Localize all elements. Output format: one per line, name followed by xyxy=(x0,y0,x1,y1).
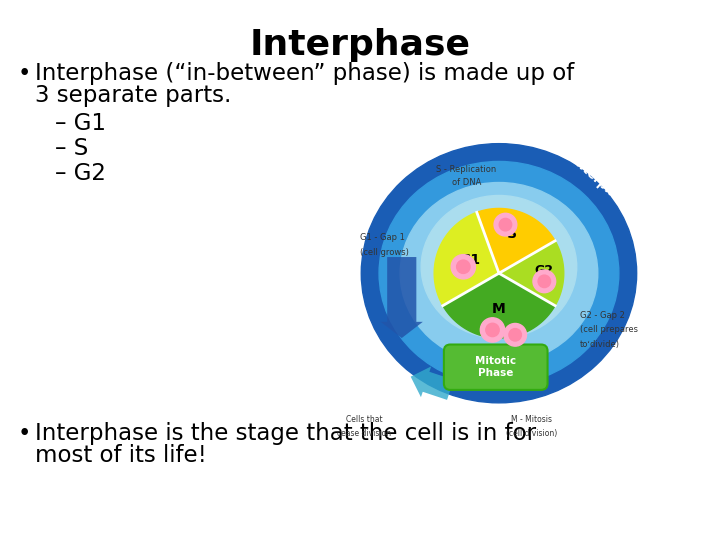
Text: Cells that: Cells that xyxy=(346,415,383,423)
Circle shape xyxy=(533,270,556,293)
Text: – G1: – G1 xyxy=(55,112,106,135)
Text: G1: G1 xyxy=(459,253,480,267)
Ellipse shape xyxy=(400,183,598,364)
Circle shape xyxy=(509,328,521,341)
Text: G2 - Gap 2: G2 - Gap 2 xyxy=(580,311,625,320)
Text: (cell prepares: (cell prepares xyxy=(580,326,638,334)
Text: 3 separate parts.: 3 separate parts. xyxy=(35,84,231,107)
Polygon shape xyxy=(499,241,564,306)
Circle shape xyxy=(504,323,526,346)
FancyBboxPatch shape xyxy=(444,345,547,390)
Ellipse shape xyxy=(379,161,618,385)
FancyArrow shape xyxy=(381,257,423,338)
Text: – S: – S xyxy=(55,137,89,160)
Text: •: • xyxy=(18,422,32,445)
Text: Mitotic
Phase: Mitotic Phase xyxy=(475,356,516,378)
Polygon shape xyxy=(434,212,499,306)
Text: most of its life!: most of its life! xyxy=(35,444,207,467)
Text: S: S xyxy=(507,227,517,241)
Circle shape xyxy=(494,213,517,236)
Circle shape xyxy=(456,260,470,273)
Text: of DNA: of DNA xyxy=(452,178,481,187)
Text: – G2: – G2 xyxy=(55,162,106,185)
Text: Interphase: Interphase xyxy=(250,28,470,62)
Text: S - Replication: S - Replication xyxy=(436,165,497,174)
Text: G1 - Gap 1: G1 - Gap 1 xyxy=(359,233,405,242)
Circle shape xyxy=(486,323,499,336)
FancyArrow shape xyxy=(410,367,454,400)
Circle shape xyxy=(499,218,512,231)
Ellipse shape xyxy=(421,195,577,338)
Text: •: • xyxy=(18,62,32,85)
Text: M: M xyxy=(492,302,506,316)
Text: (cell grows): (cell grows) xyxy=(359,248,408,256)
Text: Interphase is the stage that the cell is in for: Interphase is the stage that the cell is… xyxy=(35,422,536,445)
Polygon shape xyxy=(443,273,555,338)
Text: G2: G2 xyxy=(535,264,554,276)
Ellipse shape xyxy=(361,144,636,403)
Circle shape xyxy=(480,318,505,342)
Text: toʻdivide): toʻdivide) xyxy=(580,340,620,349)
Text: M - Mitosis: M - Mitosis xyxy=(511,415,552,423)
Circle shape xyxy=(538,275,551,288)
Text: Interphase: Interphase xyxy=(570,156,635,216)
Circle shape xyxy=(451,255,475,279)
Polygon shape xyxy=(477,208,555,273)
Text: (cell division): (cell division) xyxy=(505,429,557,438)
Text: cease division: cease division xyxy=(338,429,392,438)
Text: Interphase (“in-between” phase) is made up of: Interphase (“in-between” phase) is made … xyxy=(35,62,575,85)
